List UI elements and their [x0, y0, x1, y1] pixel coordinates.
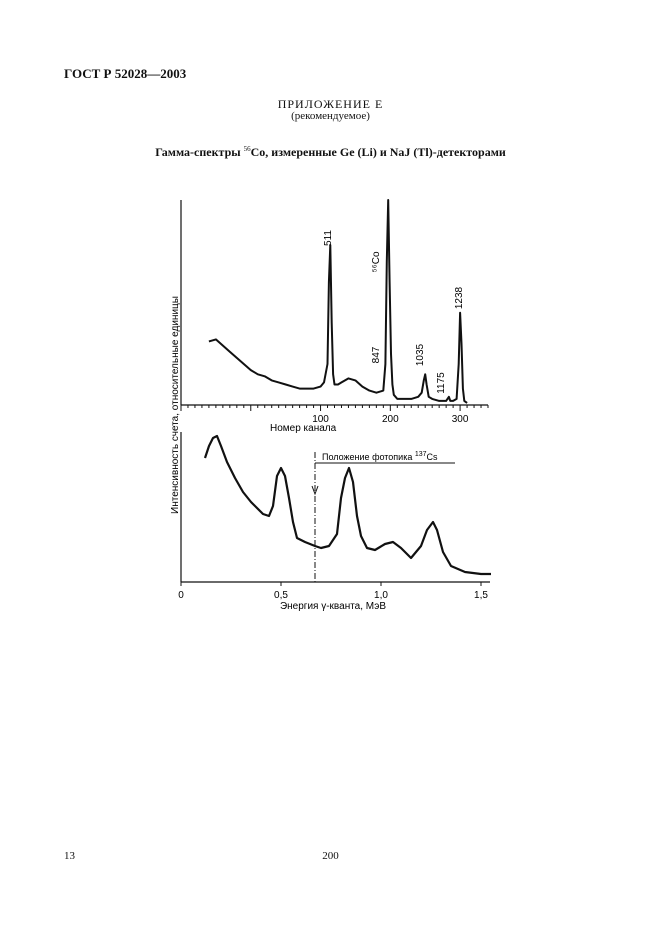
figure-title-post: Co, измеренные Ge (Li) и NaJ (Tl)-детект… [250, 145, 506, 159]
bottom-x-tick-label: 1,5 [474, 590, 488, 601]
page-number-center: 200 [322, 850, 339, 862]
channel-spectrum-line [208, 199, 468, 404]
document-code: ГОСТ Р 52028—2003 [64, 66, 187, 81]
peak-label: 1175 [436, 372, 447, 394]
page-number-left: 13 [64, 850, 75, 862]
top-x-tick-label: 200 [382, 414, 399, 425]
bottom-x-axis-label: Энергия γ-кванта, МэВ [280, 601, 386, 612]
annotation-text: Положение фотопика 137Cs [322, 451, 438, 462]
figure-title-pre: Гамма-спектры [155, 145, 244, 159]
figure-title: Гамма-спектры 56Co, измеренные Ge (Li) и… [0, 145, 661, 160]
bottom-x-tick-label: 1,0 [374, 590, 388, 601]
figure-title-isotope-mass: 56 [243, 145, 251, 153]
bottom-x-tick-label: 0,5 [274, 590, 288, 601]
peak-label: 847 [371, 346, 382, 363]
bottom-x-tick-label: 0 [178, 590, 184, 601]
appendix-title: ПРИЛОЖЕНИЕ Е [277, 97, 384, 111]
top-x-tick-label: 300 [452, 414, 469, 425]
top-x-axis-label: Номер канала [270, 423, 337, 434]
peak-label: ⁵⁶Co [371, 251, 382, 272]
energy-spectrum-line [203, 434, 491, 576]
appendix-subtitle: (рекомендуемое) [291, 110, 370, 122]
peak-label: 1238 [454, 286, 465, 309]
y-axis-label: Интенсивность счета, относительные едини… [170, 296, 181, 514]
peak-label: 1035 [415, 343, 426, 366]
top-x-tick-label: 100 [312, 414, 329, 425]
peak-label: 511 [323, 230, 334, 246]
annotation-arrow [311, 485, 319, 496]
